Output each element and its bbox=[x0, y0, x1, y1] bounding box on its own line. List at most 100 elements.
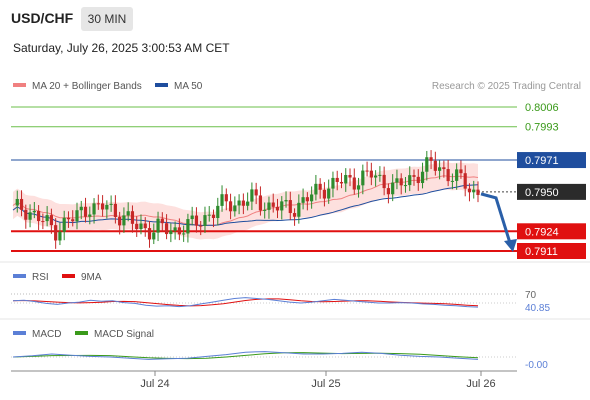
currency-pair-title: USD/CHF bbox=[11, 10, 74, 26]
candle-body bbox=[28, 212, 32, 220]
candle-body bbox=[442, 167, 446, 170]
candle-body bbox=[19, 198, 24, 210]
candle-body bbox=[416, 176, 420, 184]
candle-body bbox=[182, 233, 186, 235]
x-tick-label: Jul 25 bbox=[311, 378, 340, 390]
candle-body bbox=[335, 177, 339, 182]
legend-label: 9MA bbox=[81, 272, 102, 283]
candle-body bbox=[301, 197, 305, 203]
legend-label: MA 20 + Bollinger Bands bbox=[32, 81, 142, 92]
legend-label: MA 50 bbox=[174, 81, 203, 92]
candle-body bbox=[41, 221, 45, 223]
candle-body bbox=[425, 157, 429, 172]
candle-body bbox=[275, 206, 280, 211]
legend-item-macd: MACD bbox=[13, 329, 61, 340]
candle-body bbox=[288, 200, 292, 214]
level-label-box bbox=[517, 243, 586, 259]
legend-swatch bbox=[155, 83, 168, 88]
candle-body bbox=[420, 171, 425, 184]
level-label: 0.8006 bbox=[525, 102, 559, 114]
candle-body bbox=[386, 188, 391, 195]
legend-swatch bbox=[62, 274, 75, 279]
candle-body bbox=[374, 175, 378, 178]
candle-body bbox=[190, 215, 194, 220]
candle-body bbox=[147, 228, 152, 240]
last-price-box bbox=[517, 183, 586, 200]
candle-body bbox=[241, 200, 245, 206]
candle-body bbox=[254, 189, 258, 196]
candle-body bbox=[54, 225, 58, 241]
candle-body bbox=[322, 189, 327, 199]
candle-body bbox=[391, 182, 395, 195]
candle-body bbox=[32, 210, 36, 213]
candle-body bbox=[476, 189, 480, 195]
candle-body bbox=[395, 178, 399, 183]
level-label: 0.7971 bbox=[525, 155, 559, 167]
candle-body bbox=[45, 215, 49, 222]
candle-body bbox=[75, 210, 79, 222]
candle-body bbox=[224, 194, 228, 202]
candle-body bbox=[331, 177, 335, 189]
candle-body bbox=[271, 202, 275, 207]
candle-body bbox=[438, 167, 442, 171]
candle-body bbox=[15, 198, 19, 206]
legend-item-macd-signal: MACD Signal bbox=[75, 329, 154, 340]
candle-body bbox=[83, 206, 88, 217]
legend-label: RSI bbox=[32, 272, 49, 283]
legend-swatch bbox=[75, 331, 88, 336]
candle-body bbox=[143, 223, 147, 229]
candle-body bbox=[348, 175, 352, 178]
candle-body bbox=[403, 185, 408, 187]
level-label: 0.7924 bbox=[525, 226, 559, 238]
candle-body bbox=[459, 169, 463, 174]
candle-body bbox=[164, 223, 169, 235]
forecast-arrow bbox=[480, 192, 512, 244]
candle-body bbox=[160, 218, 164, 224]
candle-body bbox=[408, 175, 412, 186]
candle-body bbox=[356, 185, 361, 190]
candle-body bbox=[472, 189, 476, 193]
candle-body bbox=[199, 225, 203, 227]
candle-body bbox=[177, 227, 181, 235]
candle-body bbox=[66, 217, 71, 220]
level-label-box bbox=[517, 223, 586, 240]
timestamp: Saturday, July 26, 2025 3:00:53 AM CET bbox=[13, 41, 230, 55]
candle-body bbox=[62, 217, 66, 232]
candle-body bbox=[314, 183, 318, 195]
candle-body bbox=[233, 205, 237, 212]
candle-body bbox=[450, 180, 455, 182]
legend-swatch bbox=[13, 331, 26, 336]
candle-body bbox=[280, 201, 284, 211]
candle-body bbox=[109, 203, 113, 205]
candle-body bbox=[250, 189, 254, 202]
candle-body bbox=[467, 188, 472, 193]
candle-body bbox=[105, 204, 109, 210]
candle-body bbox=[352, 177, 356, 190]
level-label: 0.7993 bbox=[525, 122, 559, 134]
candle-body bbox=[49, 215, 53, 226]
x-tick-label: Jul 24 bbox=[140, 378, 169, 390]
candle-body bbox=[186, 219, 190, 234]
candle-body bbox=[113, 203, 117, 218]
candle-body bbox=[327, 188, 331, 199]
research-credit: Research © 2025 Trading Central bbox=[431, 81, 581, 92]
bollinger-band bbox=[13, 162, 478, 240]
candle-body bbox=[100, 203, 105, 210]
candle-body bbox=[79, 206, 83, 211]
timeframe-badge[interactable]: 30 MIN bbox=[81, 7, 133, 31]
macd-value-label: -0.00 bbox=[525, 360, 548, 371]
legend-item-rsi: RSI bbox=[13, 272, 49, 283]
candle-body bbox=[118, 217, 122, 226]
level-label: 0.7911 bbox=[525, 246, 558, 258]
legend-item-ma20: MA 20 + Bollinger Bands bbox=[13, 81, 142, 92]
rsi-value-label: 40.85 bbox=[525, 303, 550, 314]
last-price-label: 0.7950 bbox=[525, 187, 559, 199]
legend-swatch bbox=[13, 83, 26, 88]
candle-body bbox=[365, 170, 369, 172]
candle-body bbox=[455, 169, 459, 181]
forecast-arrow-head bbox=[504, 239, 517, 252]
macd-signal-line bbox=[12, 352, 479, 360]
candle-body bbox=[339, 181, 344, 184]
candle-body bbox=[263, 209, 267, 211]
